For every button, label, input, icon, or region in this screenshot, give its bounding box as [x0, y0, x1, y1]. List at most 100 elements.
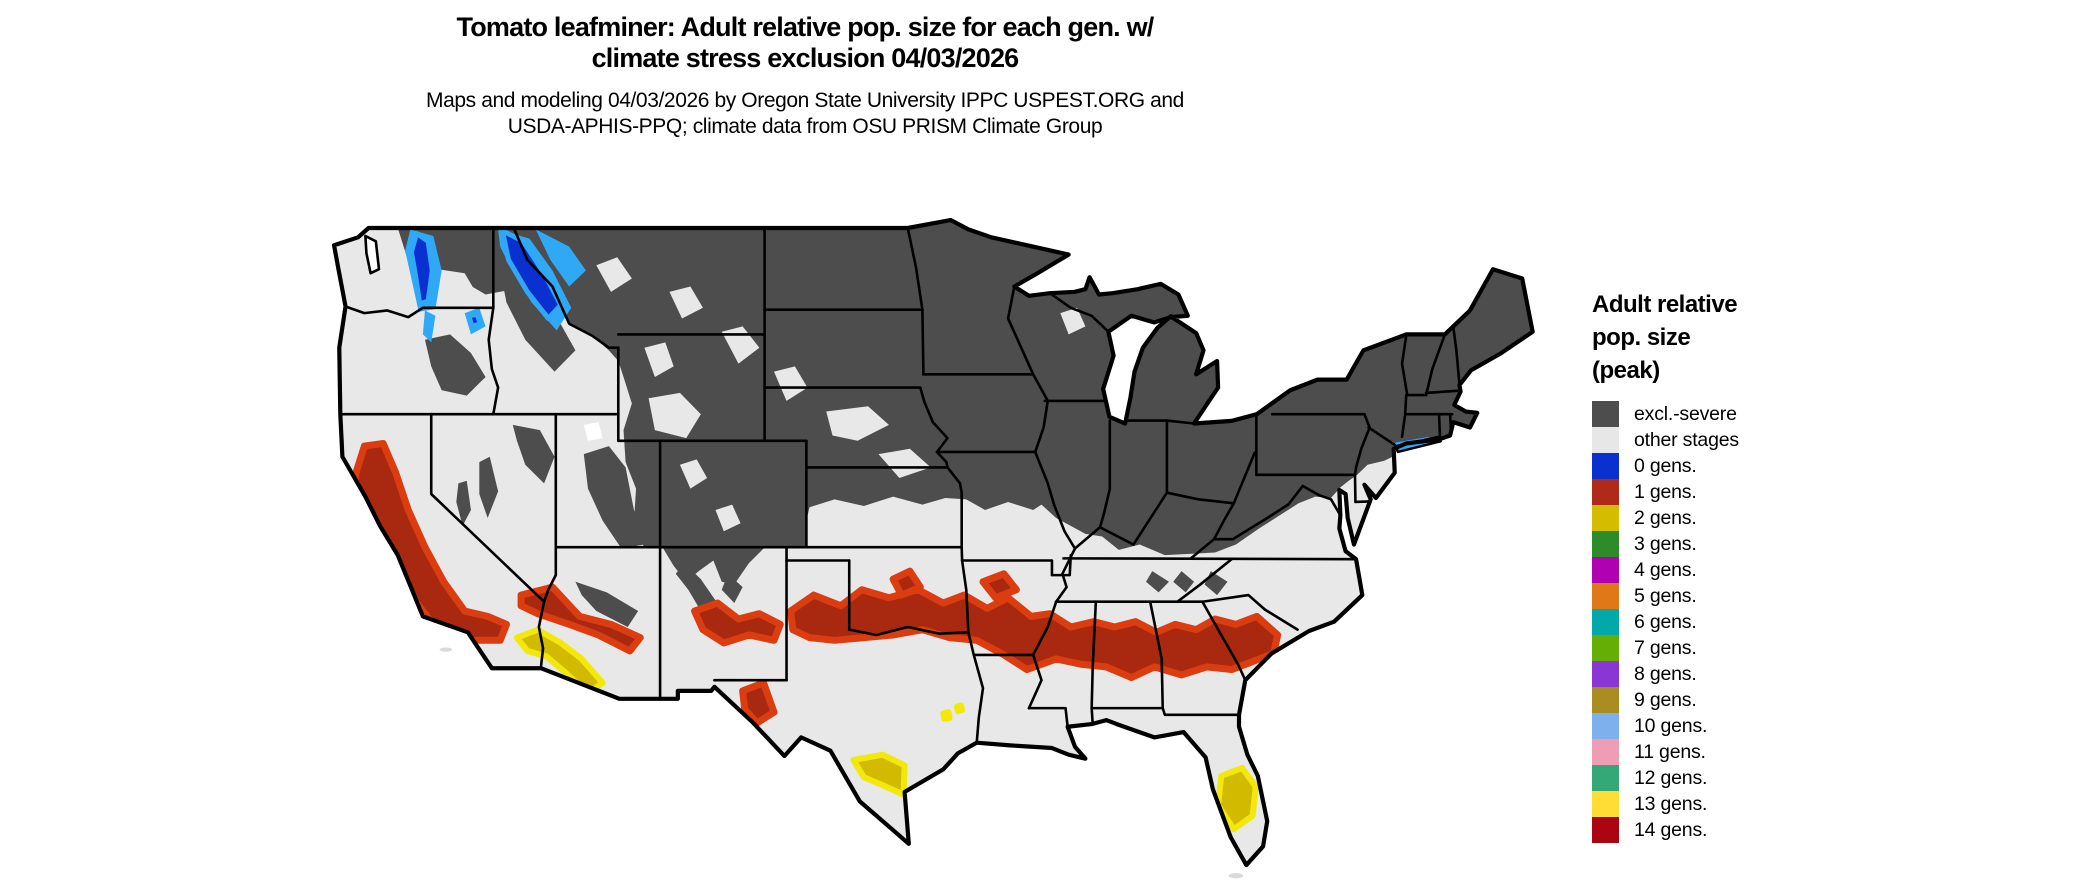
- legend-swatch: [1592, 427, 1619, 453]
- nation-outline: [334, 220, 1533, 865]
- legend-swatch: [1592, 765, 1619, 791]
- legend-label: 2 gens.: [1634, 506, 1697, 529]
- region-blue-nid: [502, 231, 561, 319]
- legend-swatch: [1592, 791, 1619, 817]
- legend-swatch: [1592, 401, 1619, 427]
- legend-row: 3 gens.: [1592, 531, 2072, 557]
- legend-label: 9 gens.: [1634, 688, 1697, 711]
- legend-swatch: [1592, 557, 1619, 583]
- region-excluded-nv3: [456, 480, 471, 526]
- map-title-line2: climate stress exclusion 04/03/2026: [591, 43, 1020, 73]
- region-light-mt2: [669, 286, 703, 319]
- legend-label: 4 gens.: [1634, 558, 1697, 581]
- region-excluded-mogollon: [575, 581, 639, 627]
- legend-label: other stages: [1634, 428, 1739, 451]
- region-excluded-idaho: [498, 259, 576, 372]
- map-subtitle: Maps and modeling 04/03/2026 by Oregon S…: [0, 88, 1610, 140]
- legend-swatch: [1592, 505, 1619, 531]
- legend-row: 2 gens.: [1592, 505, 2072, 531]
- puget-sound: [365, 236, 379, 273]
- region-red-southern-band: [791, 590, 1278, 678]
- legend: Adult relative pop. size (peak) excl.-se…: [1592, 288, 2072, 843]
- legend-row: 14 gens.: [1592, 817, 2072, 843]
- legend-swatch: [1592, 609, 1619, 635]
- legend-label: 1 gens.: [1634, 480, 1697, 503]
- legend-label: 7 gens.: [1634, 636, 1697, 659]
- region-red-ok-speck: [893, 571, 920, 595]
- region-light-sne: [878, 448, 931, 479]
- region-red-nm-wtx: [695, 603, 781, 643]
- region-excluded-nnm1: [675, 563, 716, 612]
- region-light-co1: [679, 459, 708, 489]
- region-red-aznv-arc: [521, 587, 640, 651]
- map-subtitle-line2: USDA-APHIS-PPQ; climate data from OSU PR…: [507, 115, 1103, 138]
- region-yellow-houston1: [943, 712, 949, 719]
- legend-title-line1: Adult relative: [1592, 291, 1738, 318]
- region-excluded-eor: [424, 334, 486, 396]
- legend-swatch: [1592, 687, 1619, 713]
- region-light-bighorn: [644, 342, 674, 377]
- map-title-line1: Tomato leafminer: Adult relative pop. si…: [456, 12, 1155, 42]
- great-salt-lake: [583, 422, 603, 441]
- legend-row: 9 gens.: [1592, 687, 2072, 713]
- legend-row: 5 gens.: [1592, 583, 2072, 609]
- region-light-wyo-basin: [648, 392, 701, 439]
- legend-row: excl.-severe: [1592, 401, 2072, 427]
- region-light-mt1: [596, 257, 632, 292]
- region-light-sandhills: [826, 406, 889, 441]
- legend-label: 14 gens.: [1634, 818, 1708, 841]
- region-cyan-nwmt: [535, 229, 586, 287]
- legend-swatch: [1592, 531, 1619, 557]
- region-light-snake-plain: [504, 366, 597, 412]
- legend-swatch: [1592, 817, 1619, 843]
- legend-swatch: [1592, 713, 1619, 739]
- region-light-semt: [721, 326, 760, 364]
- legend-row: 0 gens.: [1592, 453, 2072, 479]
- header: Tomato leafminer: Adult relative pop. si…: [0, 12, 1610, 140]
- region-light-wsd: [773, 366, 808, 401]
- legend-label: 3 gens.: [1634, 532, 1697, 555]
- legend-row: 6 gens.: [1592, 609, 2072, 635]
- legend-label: 10 gens.: [1634, 714, 1708, 737]
- region-excluded-tnky2: [1173, 571, 1195, 593]
- region-red-armo-speck: [983, 574, 1016, 598]
- region-excluded-nv1: [512, 424, 555, 484]
- legend-label: 12 gens.: [1634, 766, 1708, 789]
- legend-title: Adult relative pop. size (peak): [1592, 288, 2072, 387]
- legend-rows: excl.-severe other stages 0 gens. 1 gens…: [1592, 401, 2072, 843]
- legend-label: 6 gens.: [1634, 610, 1697, 633]
- legend-swatch: [1592, 583, 1619, 609]
- legend-swatch: [1592, 661, 1619, 687]
- legend-row: 12 gens.: [1592, 765, 2072, 791]
- region-excluded-utah: [583, 446, 645, 549]
- legend-row: 4 gens.: [1592, 557, 2072, 583]
- florida-keys: [1228, 873, 1244, 879]
- legend-row: 1 gens.: [1592, 479, 2072, 505]
- region-yellow-houston2: [957, 705, 962, 711]
- legend-label: 0 gens.: [1634, 454, 1697, 477]
- region-red-davis-mtns: [743, 683, 774, 723]
- legend-row: 8 gens.: [1592, 661, 2072, 687]
- legend-label: 13 gens.: [1634, 792, 1708, 815]
- map-subtitle-line1: Maps and modeling 04/03/2026 by Oregon S…: [426, 89, 1184, 112]
- region-excluded-tnky1: [1146, 571, 1169, 593]
- legend-row: 11 gens.: [1592, 739, 2072, 765]
- state-borders: [340, 228, 1459, 743]
- legend-label: excl.-severe: [1634, 402, 1737, 425]
- legend-row: other stages: [1592, 427, 2072, 453]
- region-light-co2: [715, 504, 741, 532]
- legend-swatch: [1592, 479, 1619, 505]
- legend-swatch: [1592, 739, 1619, 765]
- long-island-outline: [1396, 437, 1441, 452]
- region-blue-wallowa: [469, 314, 480, 326]
- legend-swatch: [1592, 635, 1619, 661]
- legend-label: 8 gens.: [1634, 662, 1697, 685]
- region-excluded-nnm2: [721, 573, 743, 604]
- region-light-nwi: [1060, 307, 1086, 335]
- map-raster-layers: [334, 220, 1533, 866]
- legend-swatch: [1592, 453, 1619, 479]
- legend-label: 5 gens.: [1634, 584, 1697, 607]
